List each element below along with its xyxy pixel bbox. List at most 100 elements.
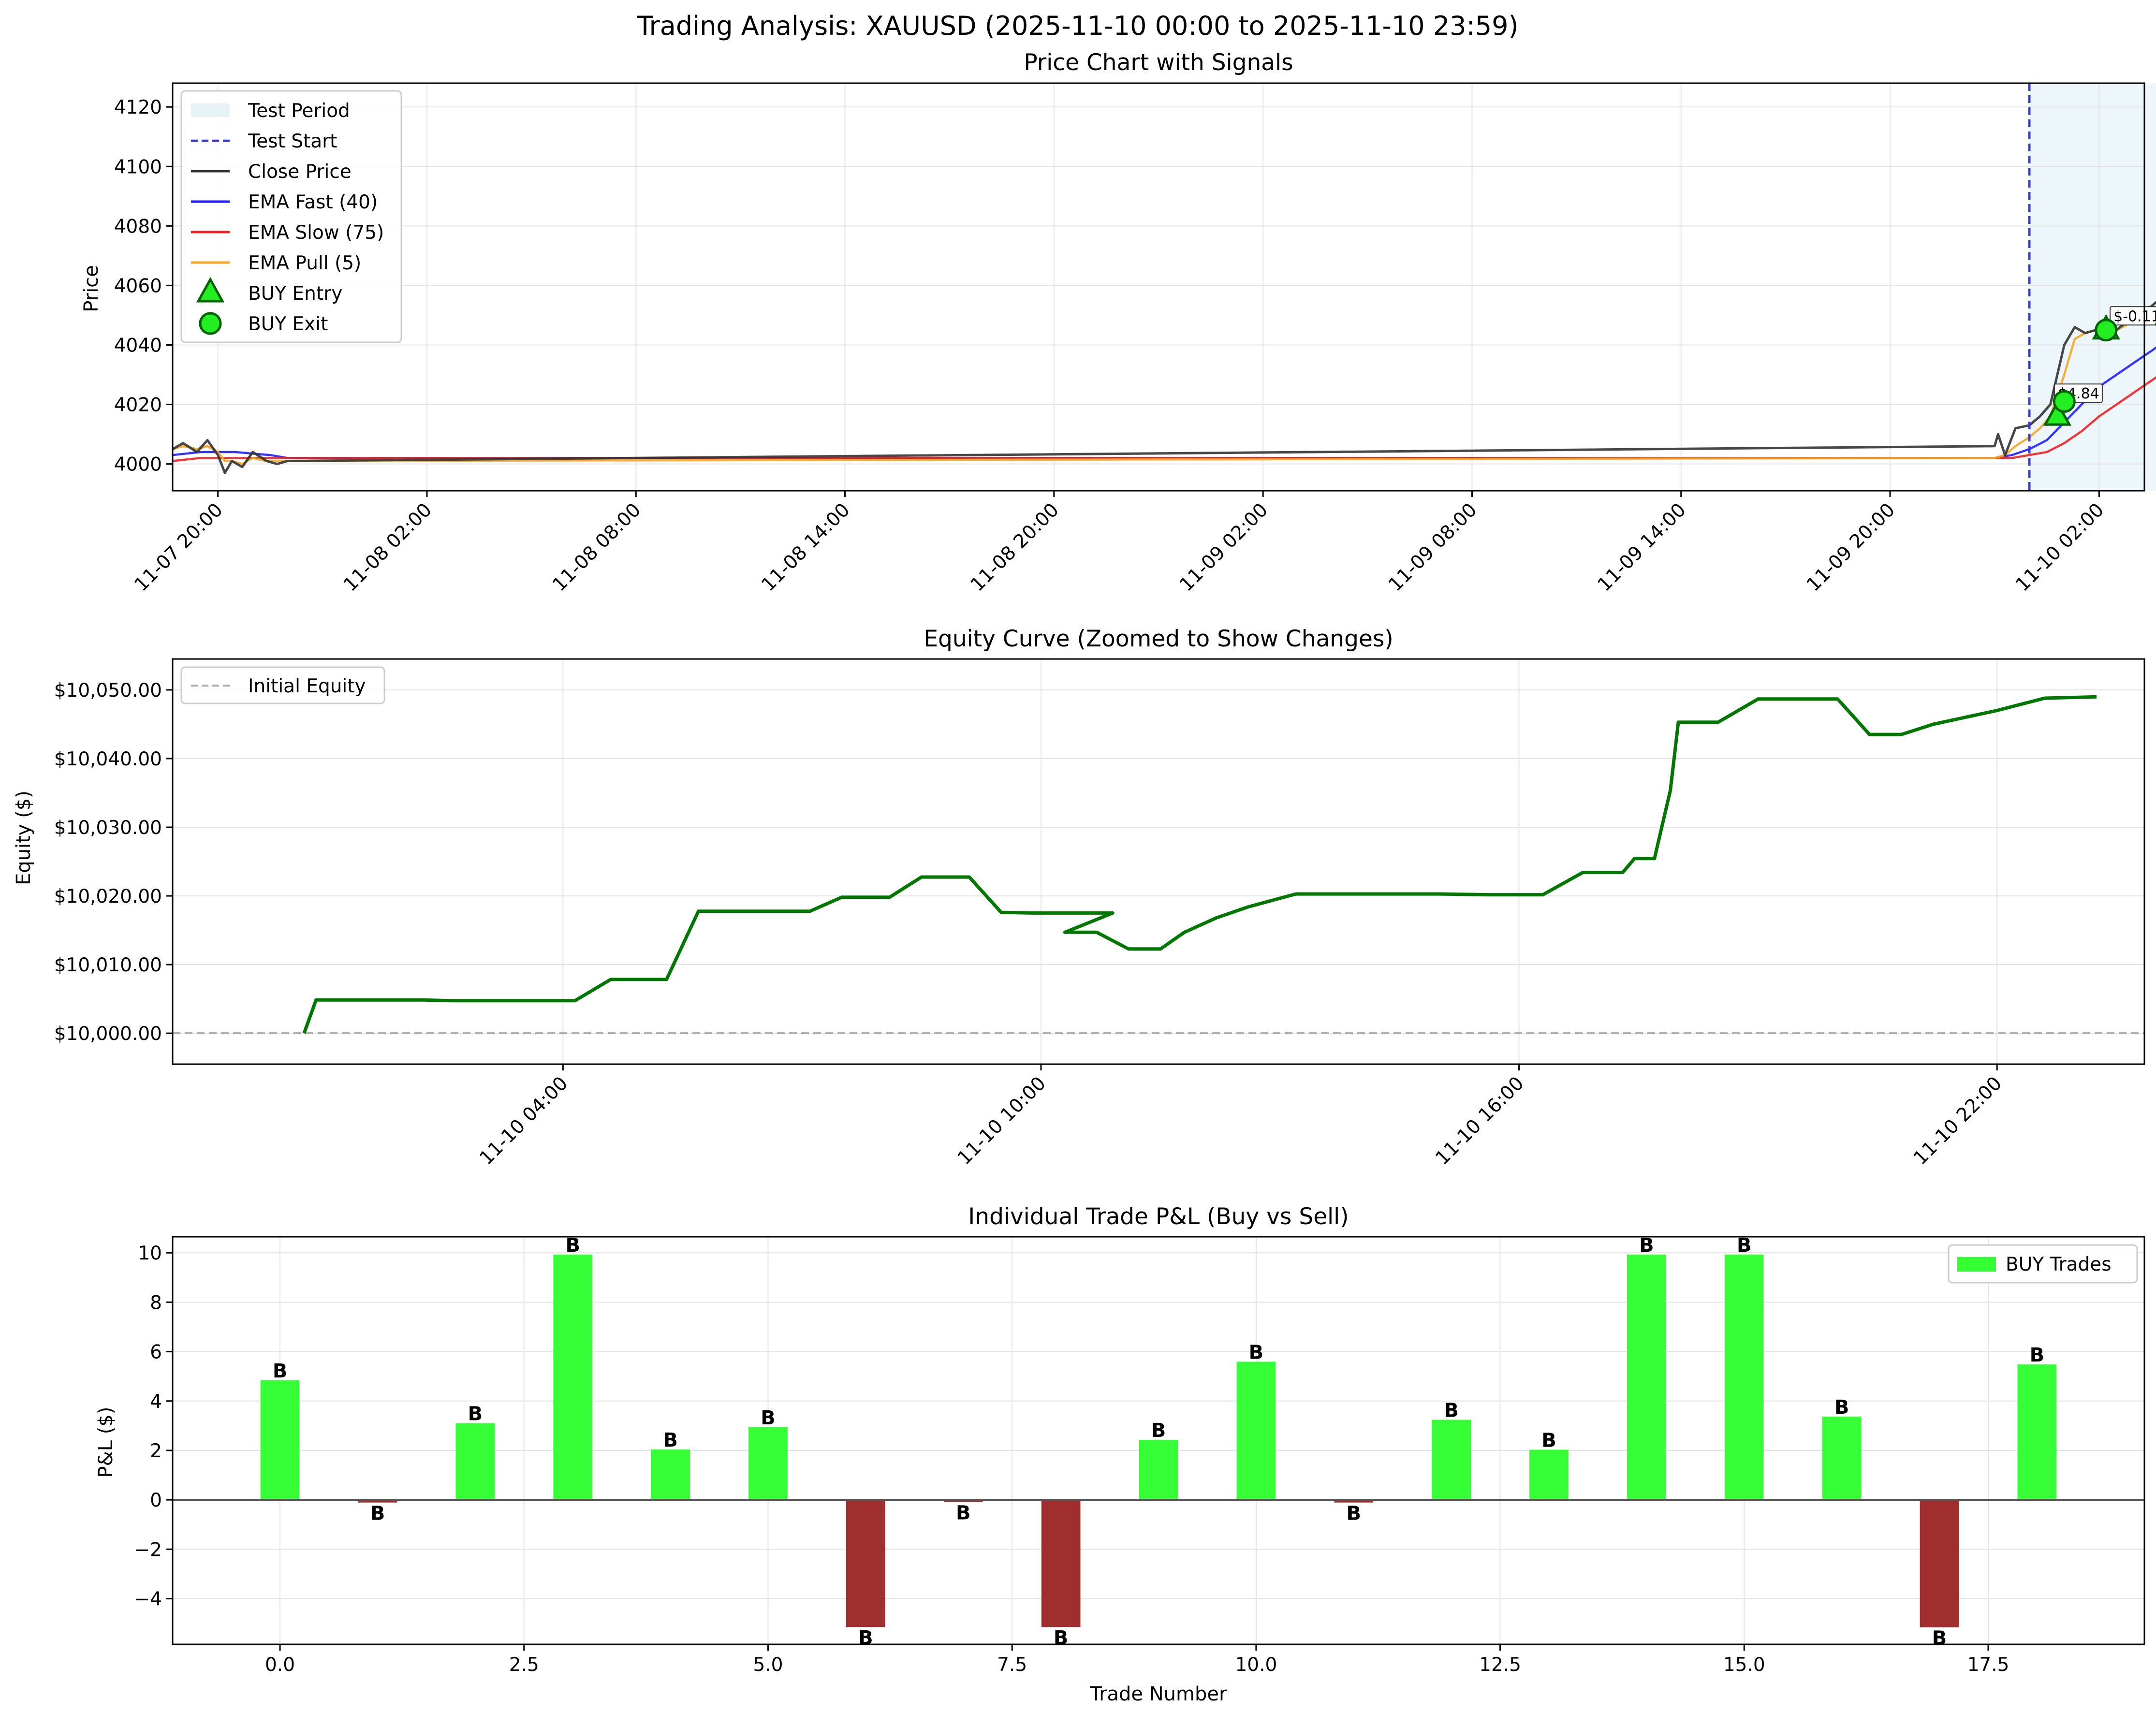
bar-label: B (1054, 1627, 1069, 1649)
bar-label: B (663, 1429, 678, 1451)
bar-label: B (956, 1502, 971, 1524)
pnl-bar (651, 1449, 690, 1500)
price-chart-frame (172, 82, 2145, 492)
pnl-chart-panel: Individual Trade P&L (Buy vs Sell) P&L (… (95, 1203, 2145, 1705)
x-tick-label: 15.0 (1723, 1654, 1765, 1676)
pnl-chart-frame (172, 1236, 2145, 1645)
legend-item: Test Period (191, 100, 350, 122)
y-tick-label: $10,010.00 (54, 954, 162, 976)
legend-item: EMA Pull (5) (191, 252, 361, 274)
pnl-chart-legend: BUY Trades (1948, 1244, 2138, 1284)
bar-label: B (1249, 1342, 1264, 1364)
legend-swatch-test-period (191, 103, 230, 117)
x-tick-label: 2.5 (509, 1654, 539, 1676)
legend-swatch-entry (196, 277, 225, 303)
pnl-bar (1724, 1254, 1764, 1500)
bar-label: B (1932, 1627, 1947, 1650)
bar-label: B (1639, 1234, 1654, 1257)
legend-label: BUY Exit (248, 313, 328, 335)
legend-label: Test Start (248, 131, 337, 152)
pnl-bar (748, 1427, 788, 1500)
bar-label: B (1541, 1429, 1556, 1451)
y-tick-label: 4 (150, 1391, 162, 1413)
price-chart-title: Price Chart with Signals (1024, 49, 1293, 76)
y-tick-label: 2 (150, 1440, 162, 1462)
equity-chart-title: Equity Curve (Zoomed to Show Changes) (924, 626, 1393, 652)
bar-label: B (858, 1627, 873, 1649)
pnl-bar (1529, 1449, 1569, 1500)
legend-box (180, 90, 402, 343)
y-tick-label: 4000 (114, 454, 162, 476)
legend-label: Test Period (248, 100, 350, 122)
legend-label: BUY Trades (2006, 1254, 2112, 1275)
bar-label: B (2030, 1344, 2045, 1366)
y-tick-label: $10,030.00 (54, 817, 162, 839)
bar-label: B (370, 1503, 385, 1525)
y-tick-label: $10,000.00 (54, 1023, 162, 1045)
y-tick-label: −4 (134, 1588, 162, 1610)
x-tick-label: 12.5 (1479, 1654, 1521, 1676)
pnl-bar (455, 1423, 495, 1500)
y-tick-label: 6 (150, 1342, 162, 1363)
bar-label: B (565, 1234, 580, 1257)
x-tick-label: 17.5 (1967, 1654, 2009, 1676)
pnl-bar (1627, 1254, 1666, 1500)
price-chart-ylabel: Price (80, 265, 103, 312)
legend-swatch-buy-trades (1957, 1257, 1996, 1272)
test-period-span (2029, 83, 2156, 491)
series-line-close-price (172, 300, 2156, 474)
pnl-bar (1432, 1420, 1471, 1500)
y-tick-label: 4100 (114, 156, 162, 178)
pnl-chart-ylabel: P&L ($) (95, 1407, 117, 1478)
pnl-bar (358, 1500, 397, 1503)
pnl-chart-xlabel: Trade Number (1090, 1683, 1227, 1705)
pnl-bar (2017, 1364, 2057, 1500)
legend-box (1948, 1244, 2138, 1284)
pnl-bar (846, 1500, 885, 1627)
y-tick-label: 4040 (114, 335, 162, 356)
legend-label: EMA Slow (75) (248, 222, 384, 244)
legend-box (180, 666, 385, 704)
series-line-ema-slow-75- (172, 376, 2156, 462)
legend-label: EMA Pull (5) (248, 252, 361, 274)
legend-label: BUY Entry (248, 283, 342, 305)
trade-label: $-0.11 (2113, 308, 2156, 325)
equity-chart-ylabel: Equity ($) (13, 791, 35, 885)
pnl-bar (553, 1254, 593, 1500)
y-tick-label: $10,020.00 (54, 886, 162, 908)
legend-swatch-exit (199, 312, 222, 335)
series-line-ema-pull-5- (172, 307, 2156, 465)
y-tick-label: 4120 (114, 97, 162, 118)
x-tick-label: 7.5 (997, 1654, 1027, 1676)
buy-entry-marker (2043, 400, 2072, 426)
y-tick-label: $10,050.00 (54, 680, 162, 702)
bar-label: B (1834, 1396, 1849, 1419)
pnl-bar (1041, 1500, 1081, 1627)
pnl-bar (1139, 1439, 1178, 1500)
pnl-bar (260, 1380, 300, 1500)
buy-exit-marker (2095, 319, 2118, 342)
y-tick-label: 4060 (114, 275, 162, 297)
legend-item: EMA Slow (75) (191, 222, 384, 244)
equity-chart-frame (172, 658, 2145, 1065)
pnl-bar (943, 1500, 983, 1502)
figure-title: Trading Analysis: XAUUSD (2025-11-10 00:… (636, 11, 1518, 41)
legend-item: Test Start (191, 131, 337, 152)
legend-item: Close Price (191, 161, 352, 183)
pnl-chart-title: Individual Trade P&L (Buy vs Sell) (968, 1203, 1349, 1230)
x-tick-label: 0.0 (265, 1654, 295, 1676)
y-tick-label: 4020 (114, 395, 162, 416)
pnl-bar (1236, 1362, 1276, 1500)
legend-item: BUY Exit (199, 312, 328, 335)
pnl-bar (1334, 1500, 1374, 1503)
price-chart-legend: Test Period Test Start Close Price EMA Fast… (180, 90, 402, 343)
legend-label: EMA Fast (40) (248, 191, 378, 213)
y-tick-label: 0 (150, 1490, 162, 1511)
legend-item: EMA Fast (40) (191, 191, 378, 213)
buy-exit-marker (2053, 390, 2076, 413)
pnl-bar (1920, 1500, 1959, 1627)
pnl-bar (1822, 1416, 1862, 1500)
bar-label: B (1444, 1400, 1459, 1422)
bar-label: B (1737, 1234, 1752, 1257)
